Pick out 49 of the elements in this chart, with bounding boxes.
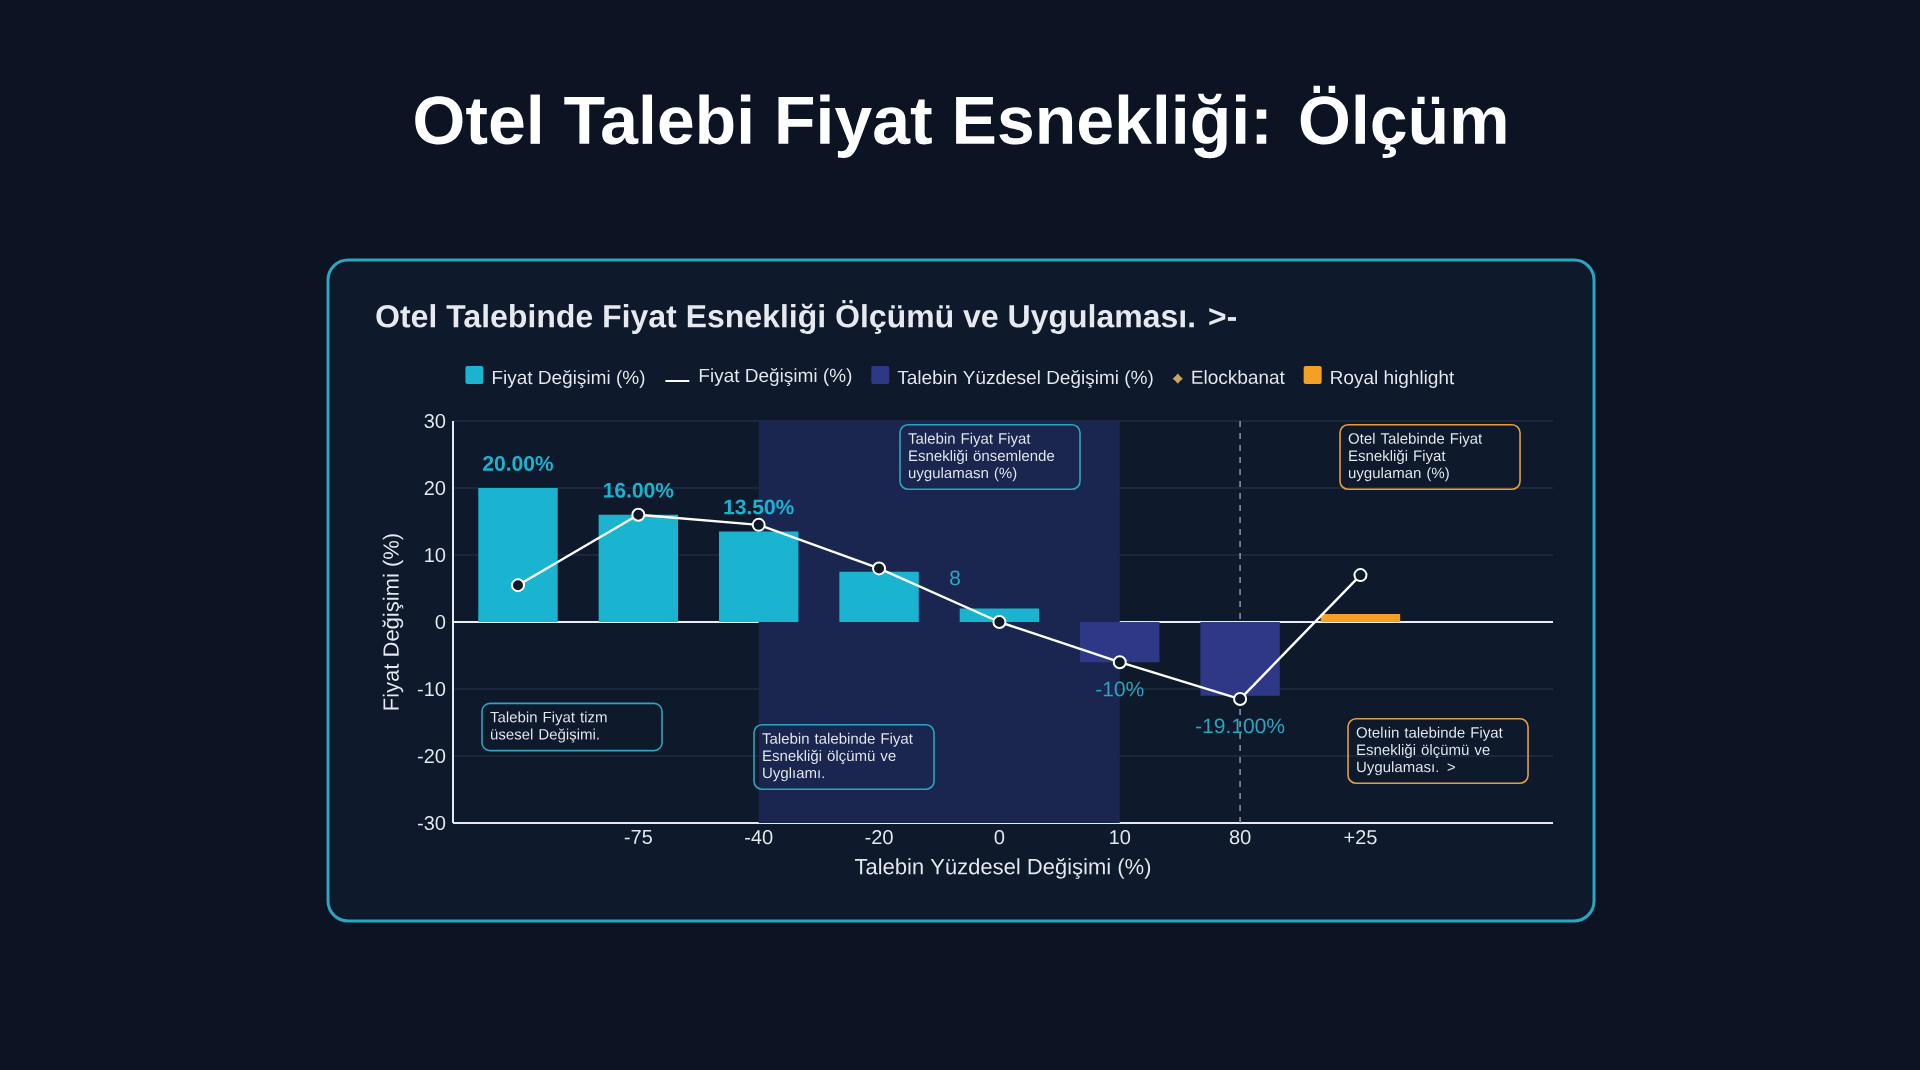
y-tick-label: 10: [425, 547, 446, 563]
annotation: 8: [950, 570, 960, 586]
x-tick-label: 80: [1229, 830, 1251, 845]
y-tick-label: 20: [424, 480, 446, 496]
data-label: 16.00%: [604, 482, 674, 498]
point: [1112, 655, 1127, 670]
chart-subtitle: Otel Talebinde Fiyat Esnekliği Ölçümü ve Uygulaması. >-: [376, 299, 1236, 335]
legend-label: Talebin Yüzdesel Değişimi (%): [897, 369, 1153, 389]
y-tick-label: 0: [435, 614, 446, 630]
annotation: -19.100%: [1196, 718, 1285, 734]
data-label: 20.00%: [483, 456, 554, 471]
x-tick-label: 0: [994, 830, 1005, 845]
bar: [1080, 622, 1160, 663]
legend-label: Fiyat Değişimi (%): [492, 369, 645, 389]
point: [631, 507, 646, 522]
chart-title: Otel Talebi Fiyat Esnekliği: Ölçüm: [415, 85, 1506, 159]
x-tick-label: -40: [745, 830, 773, 845]
point: [872, 561, 887, 576]
bar: [718, 531, 799, 623]
bar: [478, 488, 558, 623]
annotation: Otel Talebinde Fiyat Esnekliği Fiyat uygulaman (%): [1348, 432, 1483, 482]
legend-label: Fiyat Değişimi (%): [699, 367, 852, 387]
legend-label: Royal highlight: [1331, 370, 1455, 388]
x-tick-label: -75: [624, 830, 652, 845]
point: [1353, 568, 1368, 583]
annotation: Talebin Fiyat Fiyat Esnekliği önsemlende uygulamasn (%): [908, 432, 1055, 482]
point: [751, 517, 766, 532]
y-tick-label: -10: [417, 681, 446, 697]
bar: [1320, 613, 1401, 623]
y-tick-label: 30: [424, 413, 446, 429]
x-axis-title: Talebin Yüzdesel Değişimi (%): [854, 857, 1151, 879]
y-tick-label: -20: [417, 748, 446, 764]
legend-label: Elockbanat: [1192, 370, 1285, 384]
point: [992, 615, 1007, 630]
y-tick-label: -30: [417, 815, 446, 831]
bar: [839, 571, 919, 623]
x-tick-label: 10: [1110, 830, 1131, 845]
bar: [598, 514, 679, 623]
annotation: -10%: [1096, 681, 1144, 697]
x-tick-label: +25: [1344, 830, 1377, 845]
annotation: Talebin talebinde Fiyat Esnekliği ölçümü ve Uyglıamı.: [762, 732, 913, 782]
x-tick-label: -20: [865, 830, 893, 845]
y-axis-title: Fiyat Değişimi (%): [382, 534, 404, 710]
point: [1233, 692, 1248, 707]
bar: [1200, 622, 1280, 696]
point: [510, 578, 525, 593]
annotation: Otelıin talebinde Fiyat Esnekliği ölçümü ve Uygulaması. >: [1356, 726, 1503, 776]
annotation: Talebin Fiyat tizm üsesel Değişimi.: [490, 711, 607, 743]
data-label: 13.50%: [724, 499, 794, 515]
